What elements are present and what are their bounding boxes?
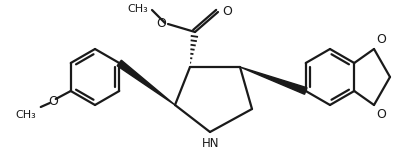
Text: CH₃: CH₃ [127,4,148,14]
Text: O: O [222,5,232,18]
Text: O: O [156,17,166,30]
Text: CH₃: CH₃ [15,110,36,120]
Polygon shape [117,60,175,105]
Polygon shape [240,67,307,94]
Text: O: O [48,95,58,108]
Text: O: O [376,108,386,121]
Text: O: O [376,33,386,46]
Text: HN: HN [202,137,220,150]
